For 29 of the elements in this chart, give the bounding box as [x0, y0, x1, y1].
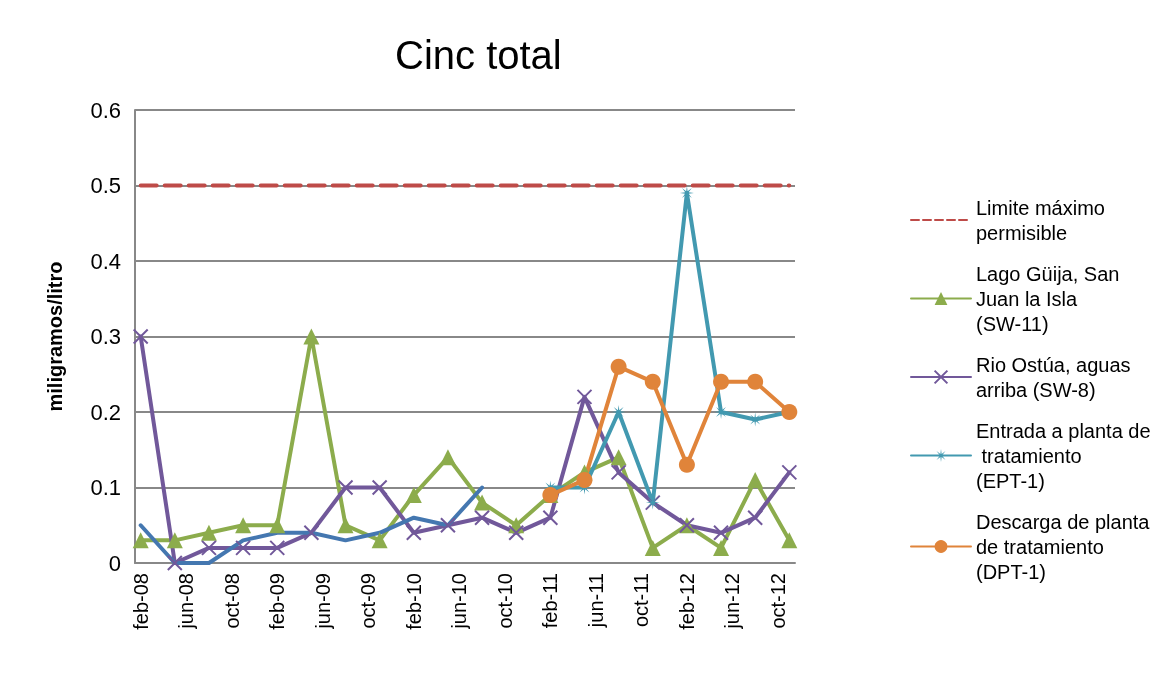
x-tick-label: jun-09 [311, 573, 334, 630]
x-tick-label: jun-12 [721, 573, 744, 630]
x-tick-label: feb-08 [129, 573, 152, 630]
legend-label: Descarga de planta de tratamiento (DPT-1) [976, 510, 1156, 583]
legend-label: Entrada a planta de tratamiento (EPT-1) [976, 419, 1151, 492]
x-tick-label: oct-11 [630, 573, 653, 628]
y-tick-label: 0 [108, 550, 121, 576]
x-tick-label: feb-11 [539, 573, 562, 629]
legend-label: Lago Güija, San Juan la Isla (SW-11) [976, 262, 1125, 335]
x-tick-label: jun-10 [448, 573, 471, 630]
y-tick-label: 0.5 [90, 173, 121, 198]
x-tick-label: oct-08 [220, 573, 243, 629]
y-tick-label: 0.3 [90, 324, 121, 349]
chart-title: Cinc total [395, 33, 562, 77]
x-tick-label: oct-09 [357, 573, 380, 629]
y-tick-label: 0.4 [90, 248, 121, 274]
legend-label: Rio Ostúa, aguas arriba (SW-8) [976, 353, 1137, 401]
x-tick-label: feb-12 [675, 573, 698, 630]
y-tick-label: 0.1 [90, 475, 121, 500]
x-tick-label: jun-08 [175, 573, 198, 630]
x-tick-label: jun-11 [584, 573, 607, 629]
y-tick-label: 0.2 [90, 399, 121, 425]
y-axis-title: miligramos/litro [44, 261, 66, 412]
x-tick-label: oct-12 [766, 573, 789, 629]
legend-label: Limite máximo permisible [976, 196, 1111, 244]
y-tick-label: 0.6 [90, 97, 121, 123]
x-tick-label: feb-10 [402, 573, 425, 630]
x-tick-label: oct-10 [493, 573, 516, 629]
x-tick-label: feb-09 [266, 573, 289, 630]
